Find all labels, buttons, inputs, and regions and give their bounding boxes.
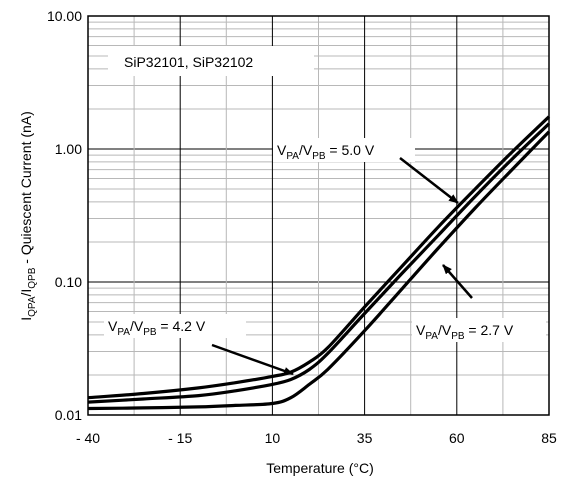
x-axis-title: Temperature (°C): [266, 460, 374, 476]
device-label: SiP32101, SiP32102: [124, 54, 253, 70]
y-tick-label: 1.00: [55, 141, 82, 157]
series-line-0: [87, 115, 551, 400]
y-tick-labels: 10.00 1.00 0.10 0.01: [47, 8, 82, 423]
x-tick-labels: - 40 - 15 10 35 60 85: [76, 430, 557, 446]
y-tick-label: 10.00: [47, 8, 82, 24]
label-bg-4-2v: [104, 314, 246, 338]
series-label-5v: VPA/VPB = 5.0 V: [277, 142, 375, 162]
arrow-4-2v: [211, 343, 294, 376]
arrow-5v: [399, 157, 459, 204]
y-tick-label: 0.10: [55, 274, 82, 290]
device-label-box: [108, 46, 314, 76]
label-bg-5v: [273, 138, 415, 162]
series-line-1: [87, 122, 551, 404]
series-label-4-2v: VPA/VPB = 4.2 V: [108, 318, 206, 338]
x-tick-label: 35: [357, 430, 373, 446]
x-tick-label: 10: [265, 430, 281, 446]
x-tick-label: - 40: [76, 430, 100, 446]
x-tick-label: 85: [541, 430, 557, 446]
series-label-2-7v: VPA/VPB = 2.7 V: [416, 322, 514, 342]
x-tick-label: - 15: [168, 430, 192, 446]
plot-frame: [87, 15, 550, 416]
series-line-2: [87, 130, 551, 411]
y-tick-label: 0.01: [55, 407, 82, 423]
x-tick-label: 60: [449, 430, 465, 446]
y-axis-title: IQPA/IQPB - Quiescent Current (nA): [18, 111, 38, 321]
label-bg-2-7v: [412, 318, 546, 342]
arrow-2-7v: [442, 264, 473, 299]
curves: [87, 115, 551, 411]
